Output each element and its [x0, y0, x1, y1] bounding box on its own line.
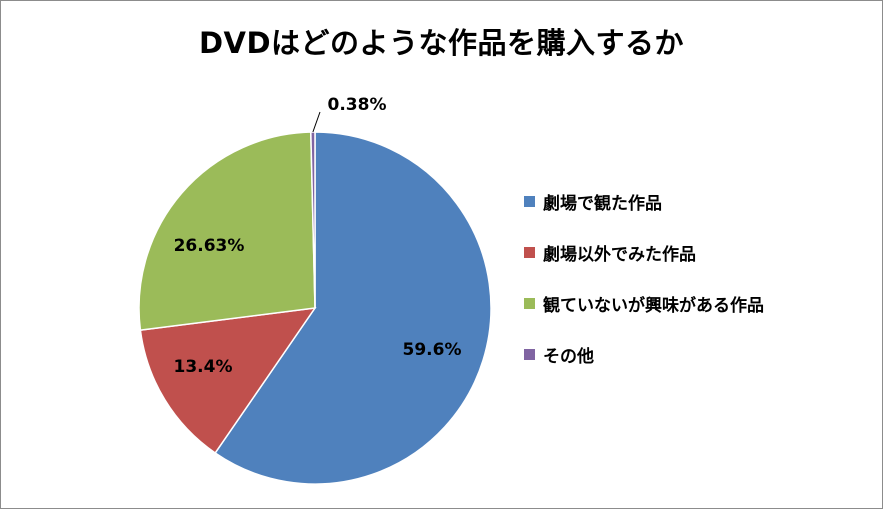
- legend-item: 観ていないが興味がある作品: [524, 290, 764, 316]
- pie-slice: [138, 131, 316, 331]
- legend-swatch: [524, 246, 535, 258]
- legend-label: 観ていないが興味がある作品: [543, 295, 764, 316]
- data-label: 0.38%: [328, 95, 387, 115]
- legend-swatch: [524, 297, 535, 309]
- leader-line: [312, 111, 321, 133]
- pie-slice: [139, 307, 317, 455]
- legend-swatch: [524, 348, 535, 360]
- legend-label: 劇場で観た作品: [543, 193, 662, 214]
- data-label: 26.63%: [174, 236, 245, 256]
- legend-item: 劇場で観た作品: [524, 188, 764, 214]
- legend: 劇場で観た作品 劇場以外でみた作品 観ていないが興味がある作品 その他: [524, 188, 764, 392]
- legend-label: その他: [543, 346, 594, 367]
- data-label: 59.6%: [403, 340, 462, 360]
- chart-title: DVDはどのような作品を購入するか: [198, 26, 685, 60]
- legend-item: その他: [524, 341, 764, 367]
- pie-slice: [214, 131, 492, 485]
- legend-item: 劇場以外でみた作品: [524, 239, 764, 265]
- legend-label: 劇場以外でみた作品: [543, 244, 696, 265]
- legend-swatch: [524, 195, 535, 207]
- data-label: 13.4%: [174, 357, 233, 377]
